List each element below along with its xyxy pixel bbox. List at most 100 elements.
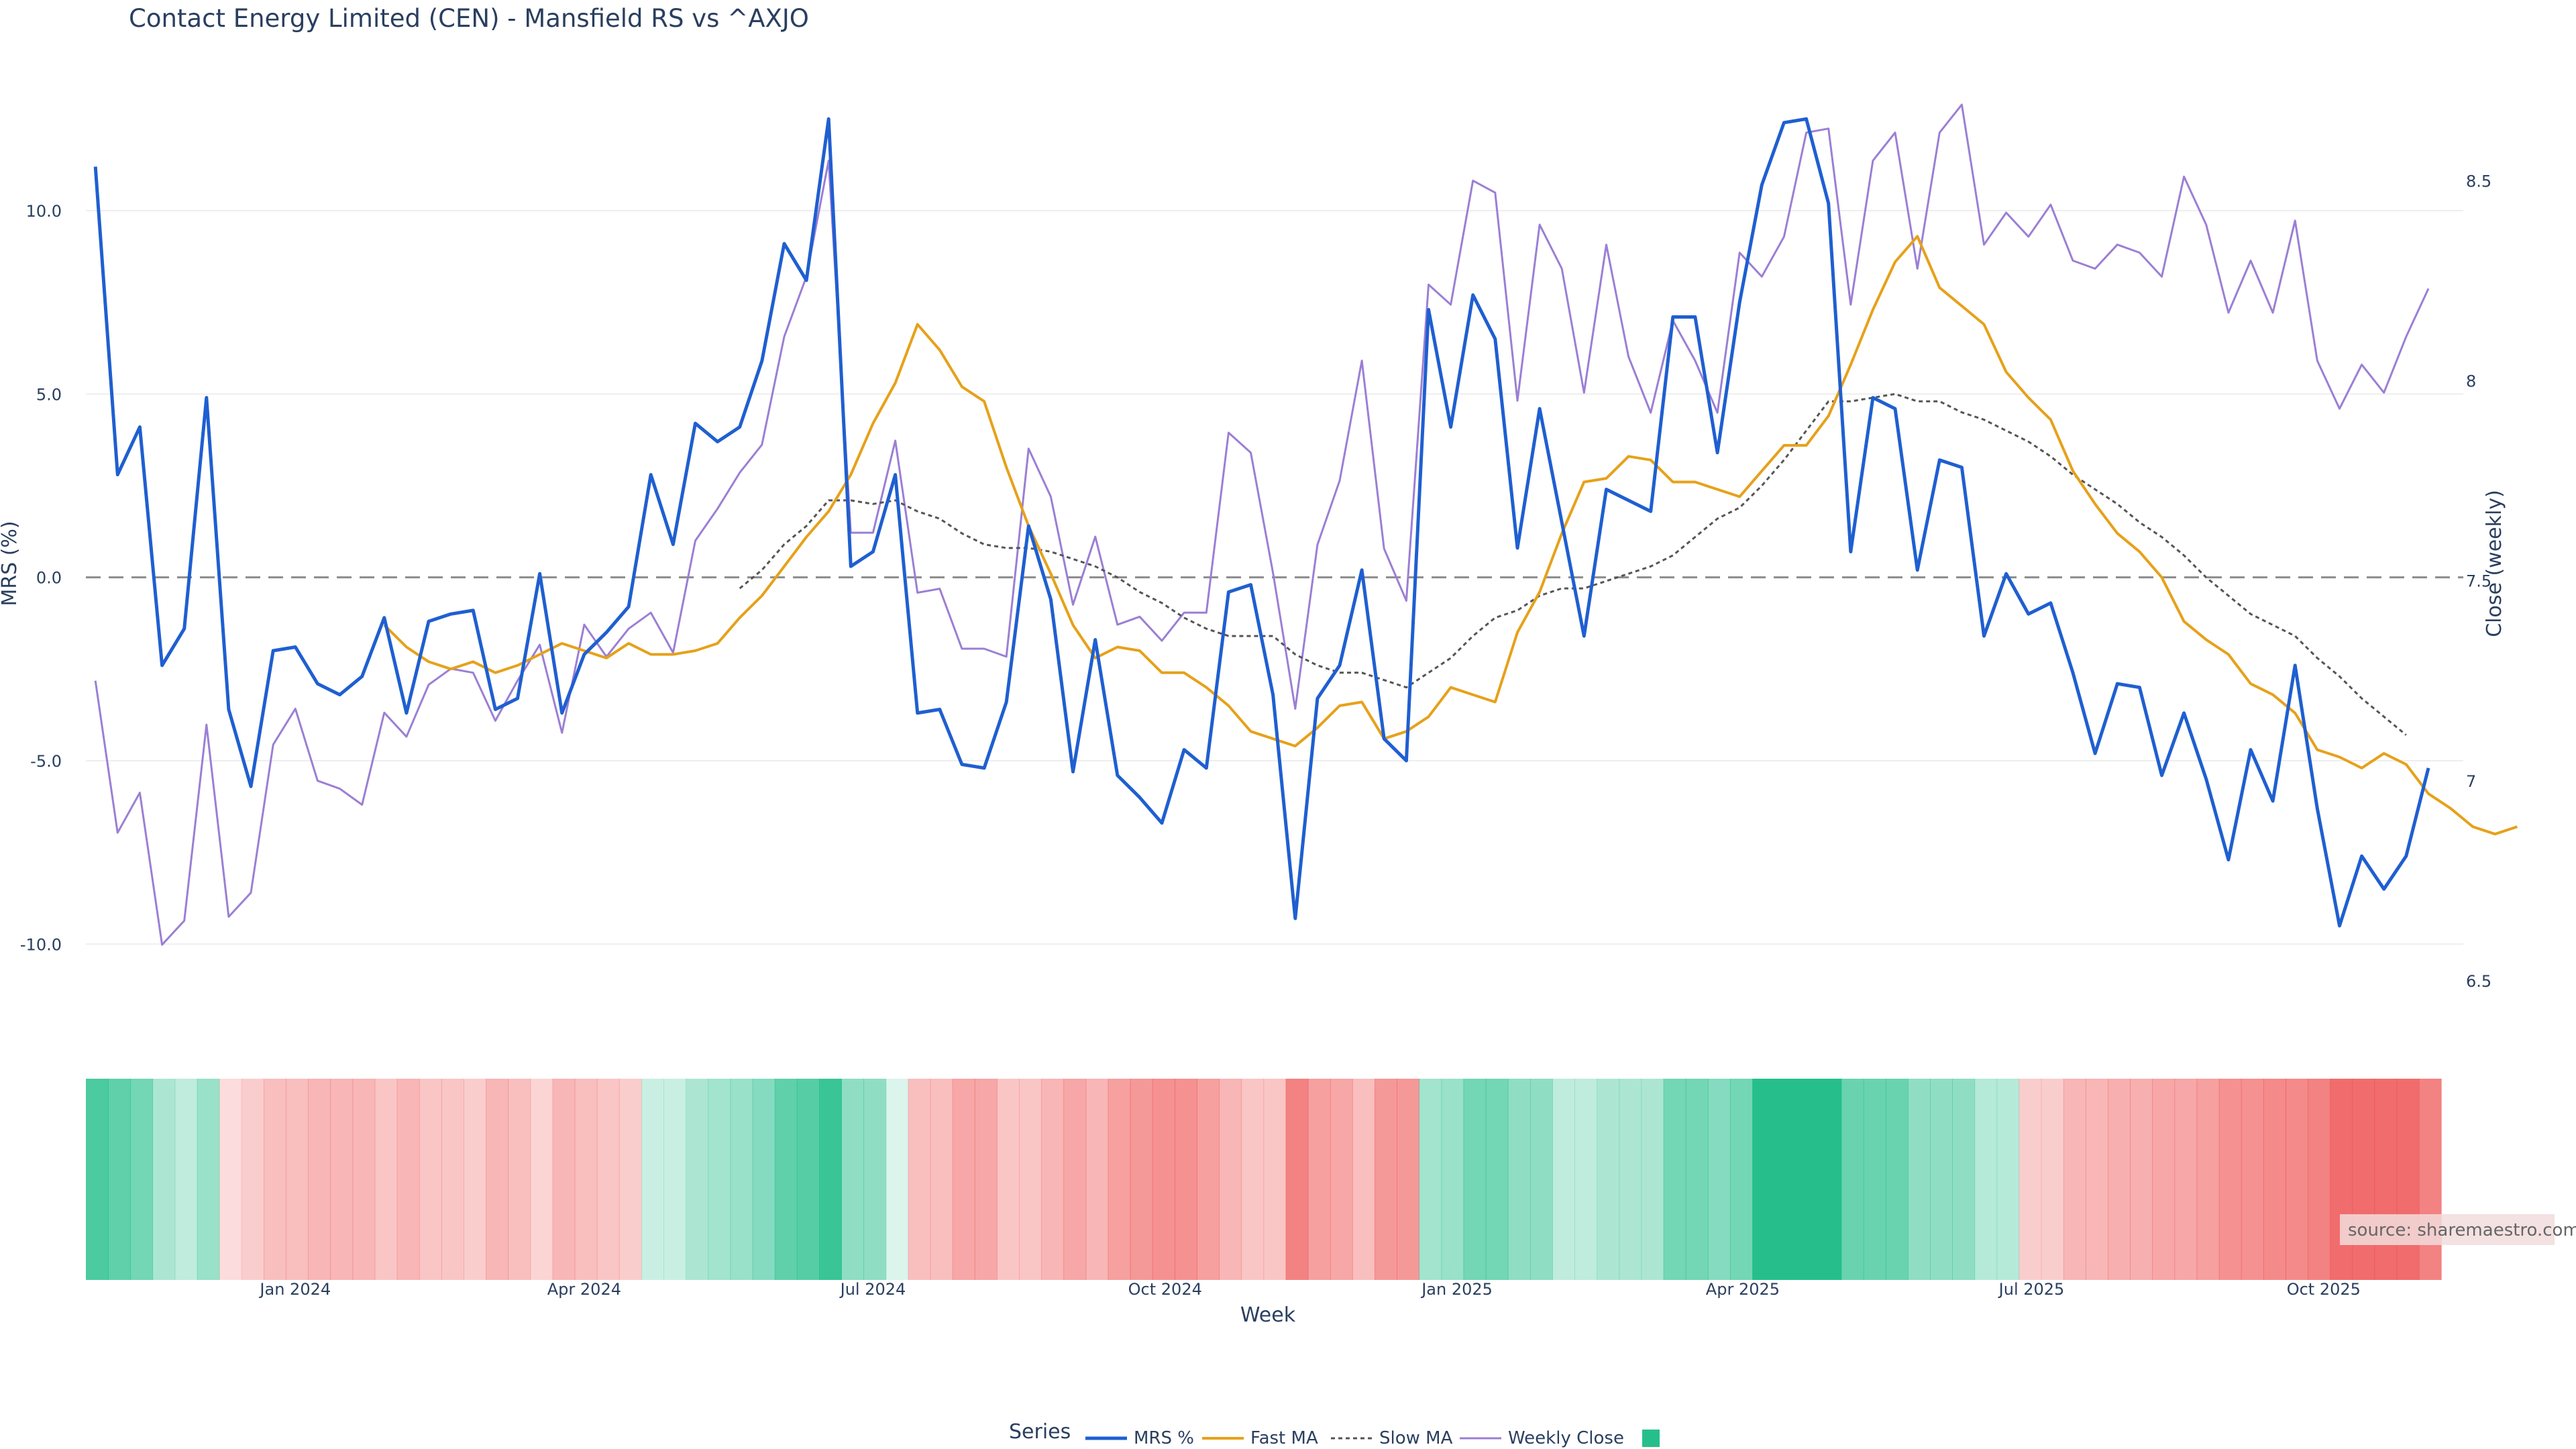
- heatmap-cell: [530, 1079, 553, 1280]
- heatmap-cell: [1019, 1079, 1042, 1280]
- x-axis-title: Week: [1240, 1303, 1296, 1327]
- heatmap-cell: [819, 1079, 842, 1280]
- legend-swatch-heatmap[interactable]: [1642, 1430, 1660, 1447]
- heatmap-cell: [419, 1079, 442, 1280]
- heatmap-cell: [1907, 1079, 1931, 1280]
- heatmap-cell: [1819, 1079, 1842, 1280]
- heatmap-cell: [2174, 1079, 2198, 1280]
- source-label: source: sharemaestro.com: [2348, 1220, 2576, 1240]
- legend-item-mrs[interactable]: MRS %: [1085, 1428, 1194, 1448]
- heatmap-cell: [1574, 1079, 1598, 1280]
- x-tick-label: Apr 2024: [547, 1280, 621, 1299]
- heatmap-cell: [863, 1079, 887, 1280]
- heatmap-cell: [619, 1079, 642, 1280]
- heatmap-cell: [308, 1079, 331, 1280]
- heatmap-cell: [2241, 1079, 2264, 1280]
- heatmap-cell: [2085, 1079, 2108, 1280]
- heatmap-cell: [152, 1079, 176, 1280]
- heatmap-cell: [1485, 1079, 1509, 1280]
- heatmap-cell: [908, 1079, 931, 1280]
- heatmap-cell: [1085, 1079, 1109, 1280]
- series-lines: [93, 103, 2518, 946]
- legend-label-fast-ma: Fast MA: [1250, 1428, 1318, 1448]
- y-left-tick-label: 0.0: [36, 569, 62, 588]
- legend-item-fast-ma[interactable]: Fast MA: [1202, 1428, 1318, 1448]
- heatmap-cell: [574, 1079, 598, 1280]
- heatmap-cell: [1352, 1079, 1375, 1280]
- x-tick-label: Apr 2025: [1706, 1280, 1780, 1299]
- heatmap-cell: [686, 1079, 709, 1280]
- heatmap-cell: [641, 1079, 664, 1280]
- heatmap-cell: [1597, 1079, 1620, 1280]
- y-right-tick-label: 8.5: [2466, 172, 2491, 191]
- heatmap-cell: [1663, 1079, 1686, 1280]
- heatmap-cell: [841, 1079, 865, 1280]
- heatmap-cell: [1063, 1079, 1087, 1280]
- heatmap-strip: [86, 1079, 2442, 1280]
- heatmap-cell: [2218, 1079, 2242, 1280]
- fast-ma-line: [383, 235, 2518, 836]
- heatmap-cell: [663, 1079, 687, 1280]
- y-left-tick-label: 10.0: [26, 202, 62, 221]
- heatmap-cell: [2019, 1079, 2042, 1280]
- heatmap-cell: [1463, 1079, 1487, 1280]
- legend-item-weekly-close[interactable]: Weekly Close: [1460, 1428, 1624, 1448]
- heatmap-cell: [1041, 1079, 1065, 1280]
- heatmap-cell: [396, 1079, 420, 1280]
- y-right-tick-label: 7: [2466, 772, 2476, 791]
- heatmap-cell: [330, 1079, 354, 1280]
- heatmap-cell: [174, 1079, 198, 1280]
- heatmap-cell: [1152, 1079, 1175, 1280]
- legend[interactable]: Series MRS % Fast MA Slow MA Weekly Clos…: [1009, 1420, 1660, 1448]
- heatmap-cell: [2418, 1079, 2442, 1280]
- heatmap-cell: [1263, 1079, 1287, 1280]
- legend-label-slow-ma: Slow MA: [1379, 1428, 1453, 1448]
- x-tick-label: Oct 2025: [2287, 1280, 2361, 1299]
- y-right-tick-label: 8: [2466, 372, 2476, 390]
- heatmap-cell: [508, 1079, 531, 1280]
- legend-item-slow-ma[interactable]: Slow MA: [1331, 1428, 1453, 1448]
- heatmap-cell: [1441, 1079, 1464, 1280]
- heatmap-cell: [1952, 1079, 1976, 1280]
- heatmap-cell: [974, 1079, 998, 1280]
- heatmap-cell: [1641, 1079, 1664, 1280]
- heatmap-cell: [108, 1079, 131, 1280]
- x-tick-label: Jul 2024: [839, 1280, 906, 1299]
- heatmap-cell: [441, 1079, 464, 1280]
- heatmap-cell: [752, 1079, 775, 1280]
- heatmap-cell: [2330, 1079, 2353, 1280]
- heatmap-cell: [2308, 1079, 2331, 1280]
- heatmap-cell: [774, 1079, 798, 1280]
- heatmap-cell: [2374, 1079, 2398, 1280]
- heatmap-cell: [1752, 1079, 1776, 1280]
- heatmap-cell: [1552, 1079, 1575, 1280]
- heatmap-cell: [1863, 1079, 1886, 1280]
- x-tick-label: Jan 2024: [258, 1280, 331, 1299]
- heatmap-cell: [464, 1079, 486, 1280]
- weekly-close-line: [94, 103, 2430, 946]
- heatmap-cell: [263, 1079, 286, 1280]
- heatmap-cell: [2063, 1079, 2086, 1280]
- heatmap-cell: [1774, 1079, 1798, 1280]
- heatmap-cell: [930, 1079, 953, 1280]
- heatmap-cell: [2352, 1079, 2375, 1280]
- heatmap-cell: [219, 1079, 242, 1280]
- heatmap-cell: [1885, 1079, 1909, 1280]
- heatmap-cell: [1707, 1079, 1731, 1280]
- heatmap-cell: [486, 1079, 509, 1280]
- heatmap-cell: [2152, 1079, 2176, 1280]
- heatmap-cell: [1285, 1079, 1309, 1280]
- heatmap-cell: [1108, 1079, 1131, 1280]
- heatmap-cell: [2396, 1079, 2420, 1280]
- heatmap-cell: [352, 1079, 376, 1280]
- heatmap-cell: [374, 1079, 398, 1280]
- chart-title: Contact Energy Limited (CEN) - Mansfield…: [129, 4, 809, 33]
- heatmap-cell: [1197, 1079, 1220, 1280]
- heatmap-cell: [2041, 1079, 2064, 1280]
- heatmap-cell: [2263, 1079, 2286, 1280]
- heatmap-cell: [552, 1079, 576, 1280]
- heatmap-cell: [1529, 1079, 1553, 1280]
- mrs-line: [93, 117, 2430, 928]
- slow-ma-line: [739, 392, 2407, 736]
- y-right-tick-label: 7.5: [2466, 572, 2491, 591]
